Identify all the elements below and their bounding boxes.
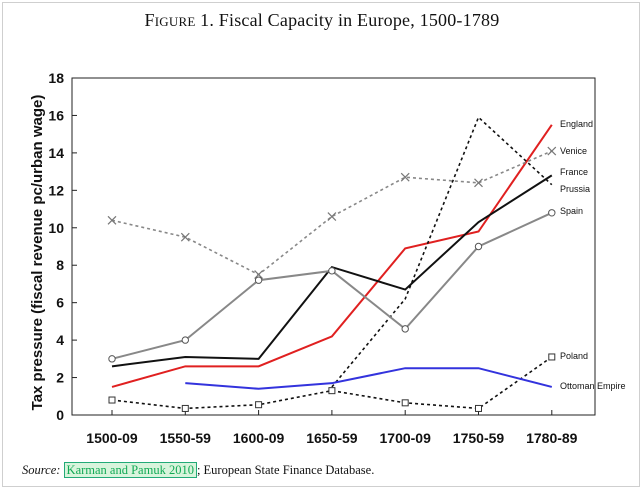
figure-frame — [2, 2, 640, 487]
y-tick-label: 12 — [48, 182, 64, 198]
series-label-france: France — [560, 167, 588, 177]
point-spain — [254, 276, 263, 284]
point-venice — [327, 212, 337, 221]
y-tick-label: 18 — [48, 70, 64, 86]
point-spain — [548, 209, 556, 217]
point-poland — [401, 399, 409, 407]
point-poland — [108, 396, 116, 404]
point-spain — [181, 336, 190, 344]
y-tick-label: 16 — [48, 107, 64, 123]
point-poland — [181, 404, 189, 412]
figure-label: Figure 1. — [144, 10, 215, 30]
x-tick-label: 1650-59 — [306, 430, 358, 446]
point-venice — [474, 178, 483, 188]
y-tick-label: 8 — [56, 257, 64, 273]
source-label: Source: — [22, 463, 61, 477]
series-label-england: England — [560, 119, 593, 129]
series-line-venice — [111, 150, 553, 276]
figure-title-text: Fiscal Capacity in Europe, 1500-1789 — [218, 10, 500, 30]
chart-series-layer — [107, 115, 557, 412]
point-spain — [328, 267, 336, 275]
point-spain — [474, 242, 483, 251]
y-tick-label: 4 — [56, 332, 64, 348]
point-venice — [180, 232, 190, 242]
point-spain — [401, 325, 409, 333]
y-tick-label: 0 — [56, 407, 64, 423]
x-tick-label: 1750-59 — [453, 430, 505, 446]
citation-authors: Karman and Pamuk — [66, 463, 166, 477]
series-line-france — [111, 174, 553, 368]
y-tick-label: 2 — [56, 370, 64, 386]
x-tick-label: 1550-59 — [160, 430, 212, 446]
y-axis-title: Tax pressure (fiscal revenue pc/urban wa… — [29, 95, 46, 411]
point-venice — [400, 172, 410, 182]
series-line-prussia — [331, 115, 553, 388]
figure-title: Figure 1. Fiscal Capacity in Europe, 150… — [0, 10, 644, 31]
chart-series-labels: England Venice France Prussia Spain Poland Ott… — [560, 119, 626, 391]
point-poland — [548, 353, 556, 361]
series-label-prussia: Prussia — [560, 184, 590, 194]
point-poland — [475, 404, 482, 412]
point-spain — [108, 355, 116, 363]
point-poland — [328, 387, 336, 395]
series-line-england — [111, 124, 553, 388]
x-tick-label: 1700-09 — [380, 430, 432, 446]
series-line-ottoman-empire — [185, 367, 553, 390]
series-label-spain: Spain — [560, 206, 583, 216]
point-venice — [547, 146, 557, 156]
x-tick-label: 1500-09 — [86, 430, 138, 446]
series-label-ottoman-empire: Ottoman Empire — [560, 381, 626, 391]
y-tick-label: 6 — [56, 295, 64, 311]
y-tick-label: 14 — [48, 145, 64, 161]
x-tick-label: 1780-89 — [526, 430, 578, 446]
series-label-venice: Venice — [560, 146, 587, 156]
source-note: Source: Karman and Pamuk 2010; European … — [22, 462, 375, 478]
source-rest: ; European State Finance Database. — [196, 463, 375, 477]
point-poland — [255, 401, 263, 409]
citation-year: 2010 — [168, 463, 194, 477]
point-venice — [254, 270, 264, 280]
point-venice — [107, 215, 117, 225]
x-tick-label: 1600-09 — [233, 430, 285, 446]
series-label-poland: Poland — [560, 351, 588, 361]
plot-area-border — [71, 77, 596, 416]
citation-link[interactable]: Karman and Pamuk 2010 — [63, 462, 197, 478]
y-tick-label: 10 — [48, 220, 64, 236]
chart-axes: 0 2 4 6 8 10 12 14 16 18 1500-09 1550-59 1600-09 1650… — [29, 70, 596, 446]
